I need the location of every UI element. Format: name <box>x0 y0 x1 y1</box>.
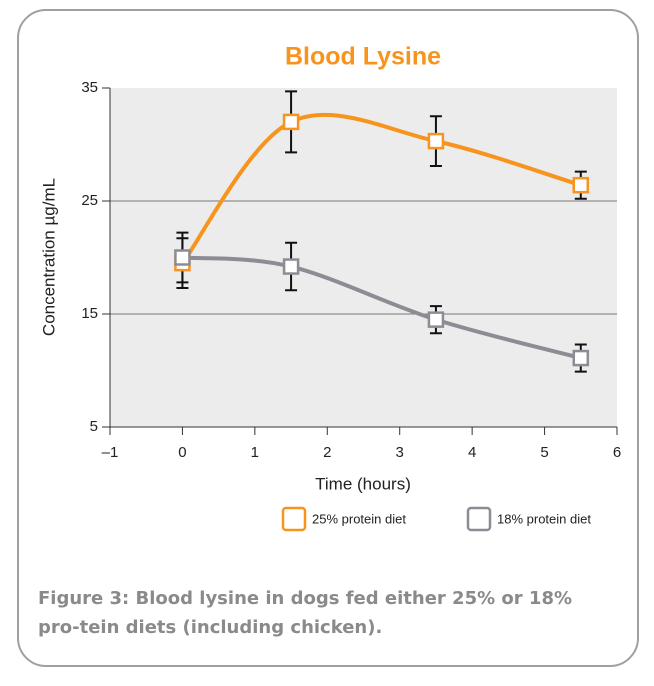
x-axis-label: Time (hours) <box>315 474 411 493</box>
marker <box>427 132 445 150</box>
legend-label: 25% protein diet <box>312 511 406 526</box>
marker <box>282 113 300 131</box>
x-tick-label: 6 <box>613 444 621 461</box>
y-tick-label: 15 <box>81 305 98 322</box>
y-axis-label: Concentration µg/mL <box>39 178 58 336</box>
marker <box>427 311 445 328</box>
marker <box>174 249 191 266</box>
x-tick-label: –1 <box>102 444 119 461</box>
y-tick-label: 35 <box>81 79 98 96</box>
marker <box>572 176 590 194</box>
chart-title: Blood Lysine <box>285 43 441 71</box>
x-tick-label: 0 <box>178 444 186 461</box>
legend-swatch <box>281 506 307 532</box>
marker <box>282 258 300 275</box>
y-tick-label: 5 <box>90 418 98 435</box>
caption: Figure 3: Blood lysine in dogs fed eithe… <box>38 588 573 638</box>
series-line <box>180 112 582 265</box>
x-tick-label: 5 <box>540 444 548 461</box>
legend-swatch <box>466 506 492 532</box>
legend-label: 18% protein diet <box>497 511 591 526</box>
marker <box>572 349 590 367</box>
y-tick-label: 25 <box>81 192 98 209</box>
x-tick-label: 1 <box>251 444 259 461</box>
series-line <box>182 255 582 361</box>
x-tick-label: 2 <box>323 444 331 461</box>
x-tick-label: 3 <box>396 444 404 461</box>
x-tick-label: 4 <box>468 444 476 461</box>
